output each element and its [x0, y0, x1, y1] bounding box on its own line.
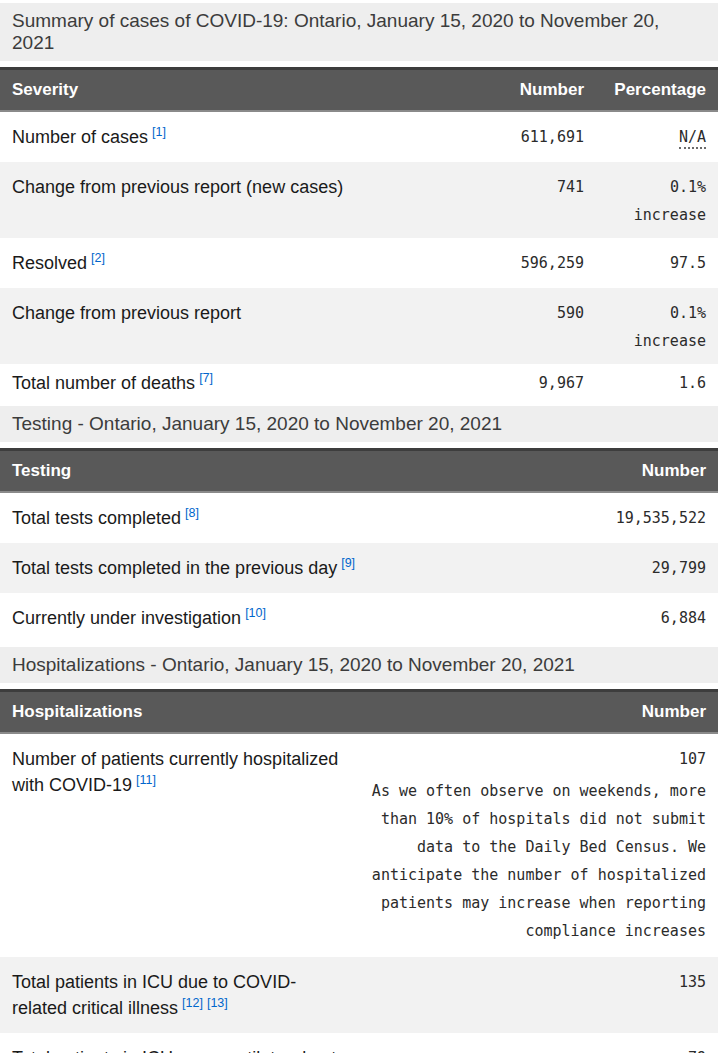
table-row: Currently under investigation[10] 6,884: [0, 593, 718, 643]
footnote-ref-link[interactable]: [7]: [199, 371, 213, 385]
number-column-header: Number: [359, 691, 718, 734]
hospitalizations-section-caption: Hospitalizations - Ontario, January 15, …: [0, 647, 718, 683]
severity-table: Severity Number Percentage Number of cas…: [0, 67, 718, 402]
row-label: Change from previous report: [0, 288, 452, 364]
table-row: Total patients in ICU due to COVID-relat…: [0, 957, 718, 1033]
hospitalization-data-note: As we often observe on weekends, more th…: [371, 777, 706, 945]
number-cell: 741: [452, 162, 584, 238]
number-cell: 79: [359, 1033, 718, 1053]
table-row: Number of patients currently hospitalize…: [0, 733, 718, 957]
footnote-ref-link[interactable]: [12]: [182, 996, 203, 1010]
header-row: Hospitalizations Number: [0, 691, 718, 734]
percentage-cell: 1.6: [584, 364, 718, 402]
number-cell: 611,691: [452, 111, 584, 162]
table-row: Change from previous report (new cases) …: [0, 162, 718, 238]
number-column-header: Number: [452, 69, 584, 112]
na-abbr[interactable]: N/A: [679, 128, 706, 149]
row-label: Resolved[2]: [0, 238, 452, 288]
header-row: Severity Number Percentage: [0, 69, 718, 112]
table-row: Total patients in ICU on a ventilator du…: [0, 1033, 718, 1053]
row-label: Total patients in ICU due to COVID-relat…: [0, 957, 359, 1033]
number-cell: 6,884: [544, 593, 718, 643]
row-label: Change from previous report (new cases): [0, 162, 452, 238]
severity-table-header: Severity Number Percentage: [0, 69, 718, 112]
number-cell: 596,259: [452, 238, 584, 288]
number-cell: 19,535,522: [544, 492, 718, 543]
covid-summary-page: Summary of cases of COVID-19: Ontario, J…: [0, 3, 718, 1053]
hospitalizations-table: Hospitalizations Number Number of patien…: [0, 689, 718, 1053]
number-cell: 29,799: [544, 543, 718, 593]
footnote-ref-link[interactable]: [13]: [207, 996, 228, 1010]
number-column-header: Number: [544, 450, 718, 493]
severity-column-header: Severity: [0, 69, 452, 112]
testing-table-header: Testing Number: [0, 450, 718, 493]
footnote-ref-link[interactable]: [1]: [152, 125, 166, 139]
number-cell: 135: [359, 957, 718, 1033]
testing-section-caption: Testing - Ontario, January 15, 2020 to N…: [0, 406, 718, 442]
table-row: Total tests completed[8] 19,535,522: [0, 492, 718, 543]
footnote-ref-link[interactable]: [10]: [245, 606, 266, 620]
row-label: Currently under investigation[10]: [0, 593, 544, 643]
number-cell: 107As we often observe on weekends, more…: [359, 733, 718, 957]
hospitalizations-table-header: Hospitalizations Number: [0, 691, 718, 734]
testing-table: Testing Number Total tests completed[8] …: [0, 448, 718, 643]
number-cell: 9,967: [452, 364, 584, 402]
hospitalizations-column-header: Hospitalizations: [0, 691, 359, 734]
table-row: Change from previous report 590 0.1%incr…: [0, 288, 718, 364]
percentage-cell: 97.5: [584, 238, 718, 288]
footnote-ref-link[interactable]: [9]: [341, 556, 355, 570]
row-label: Number of patients currently hospitalize…: [0, 733, 359, 957]
table-row: Number of cases[1] 611,691 N/A: [0, 111, 718, 162]
percentage-cell: 0.1%increase: [584, 162, 718, 238]
percentage-cell: 0.1%increase: [584, 288, 718, 364]
footnote-ref-link[interactable]: [2]: [91, 251, 105, 265]
table-row: Total number of deaths[7] 9,967 1.6: [0, 364, 718, 402]
percentage-column-header: Percentage: [584, 69, 718, 112]
percentage-cell: N/A: [584, 111, 718, 162]
row-label: Total tests completed[8]: [0, 492, 544, 543]
testing-column-header: Testing: [0, 450, 544, 493]
row-label: Total tests completed in the previous da…: [0, 543, 544, 593]
number-cell: 590: [452, 288, 584, 364]
footnote-ref-link[interactable]: [11]: [136, 773, 156, 787]
footnote-ref-link[interactable]: [8]: [185, 506, 199, 520]
row-label: Number of cases[1]: [0, 111, 452, 162]
summary-section-caption: Summary of cases of COVID-19: Ontario, J…: [0, 3, 718, 61]
row-label: Total number of deaths[7]: [0, 364, 452, 402]
header-row: Testing Number: [0, 450, 718, 493]
table-row: Resolved[2] 596,259 97.5: [0, 238, 718, 288]
table-row: Total tests completed in the previous da…: [0, 543, 718, 593]
row-label: Total patients in ICU on a ventilator du…: [0, 1033, 359, 1053]
